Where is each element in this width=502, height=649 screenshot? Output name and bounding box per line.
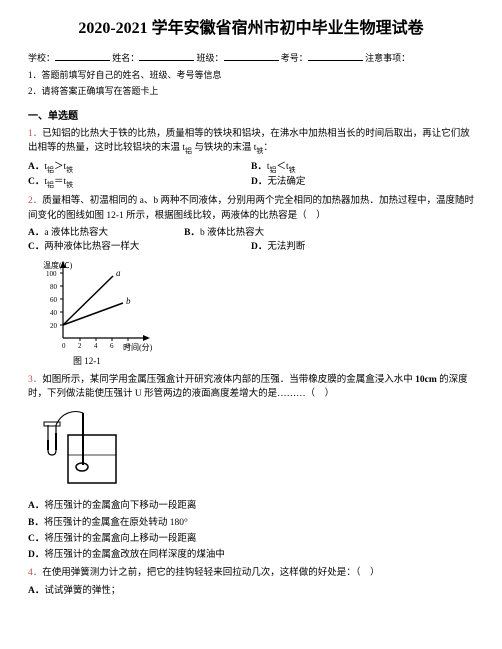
q1-sub1: 铝: [185, 147, 192, 155]
q1-opt-d: D．无法确定: [251, 175, 474, 190]
q2-opt-b: B．b 液体比热容大: [184, 226, 407, 240]
q4-text: 在使用弹簧测力计之前，把它的挂钩轻轻来回拉动几次，这样做的好处是：（ ）: [42, 568, 379, 578]
q2-opt-c: C．两种液体比热容一样大: [28, 240, 251, 254]
q3-text-a: 如图所示，某同学用金属压强盒计开研究液体内部的压强．当带橡皮膜的金属盒浸入水中: [42, 375, 413, 385]
chart-ylabel: 温度(℃): [43, 260, 73, 270]
chart-line-a: a: [116, 268, 121, 278]
q2-text: 质量相等、初温相同的 a、b 两种不同液体，分别用两个完全相同的加热器加热．加热…: [28, 196, 474, 220]
question-3: 3．如图所示，某同学用金属压强盒计开研究液体内部的压强．当带橡皮膜的金属盒浸入水…: [28, 373, 474, 402]
svg-text:4: 4: [94, 342, 98, 350]
q3-bold: 10cm: [415, 375, 437, 385]
q3-opt-a: A．将压强计的金属盒向下移动一段距离: [28, 499, 474, 513]
svg-text:40: 40: [50, 309, 58, 317]
svg-text:2: 2: [78, 342, 82, 350]
instruction-2: 2．请将答案正确填写在答题卡上: [28, 85, 474, 99]
q1-number: 1．: [28, 129, 42, 139]
q1-opt-a: A．t铝＞t铁: [28, 160, 251, 175]
name-label: 姓名：: [112, 53, 139, 63]
q4-number: 4．: [28, 568, 42, 578]
notes-label: 注意事项：: [365, 53, 410, 63]
q2-chart-caption: 图 12-1: [73, 355, 474, 369]
question-2: 2．质量相等、初温相同的 a、b 两种不同液体，分别用两个完全相同的加热器加热．…: [28, 194, 474, 223]
q2-number: 2．: [28, 196, 42, 206]
q4-options: A．试试弹簧的弹性；: [28, 584, 474, 598]
section-header: 一、单选题: [28, 109, 474, 124]
question-1: 1．已知铝的比热大于铁的比热，质量相等的铁块和铝块，在沸水中加热相当长的时间后取…: [28, 127, 474, 157]
q3-number: 3．: [28, 375, 42, 385]
q1-options: A．t铝＞t铁 B．t铝＜t铁 C．t铝＝t铁 D．无法确定: [28, 160, 474, 191]
q3-opt-d: D．将压强计的金属盒改放在同样深度的煤油中: [28, 548, 474, 562]
q1-text-b: 与铁块的末温 t: [192, 143, 256, 153]
svg-text:8: 8: [126, 342, 130, 350]
header-fields: 学校： 姓名： 班级： 考号： 注意事项：: [28, 52, 474, 66]
svg-text:60: 60: [50, 296, 58, 304]
q3-diagram: [38, 405, 138, 495]
q2-opt-d: D．无法判断: [251, 240, 474, 254]
q3-options: A．将压强计的金属盒向下移动一段距离 B．将压强计的金属盒在原处转动 180° …: [28, 499, 474, 562]
class-label: 班级：: [197, 53, 224, 63]
q1-text-c: ：: [263, 143, 273, 153]
q1-opt-c: C．t铝＝t铁: [28, 175, 251, 190]
school-label: 学校：: [28, 53, 55, 63]
q4-opt-a: A．试试弹簧的弹性；: [28, 584, 474, 598]
instruction-1: 1．答题前填写好自己的姓名、班级、考号等信息: [28, 69, 474, 83]
page-title: 2020-2021 学年安徽省宿州市初中毕业生物理试卷: [28, 18, 474, 40]
q3-opt-b: B．将压强计的金属盒在原处转动 180°: [28, 516, 474, 530]
q1-opt-b: B．t铝＜t铁: [251, 160, 474, 175]
chart-line-b: b: [126, 296, 131, 306]
svg-text:6: 6: [110, 342, 114, 350]
examno-label: 考号：: [281, 53, 308, 63]
svg-text:20: 20: [50, 322, 58, 330]
svg-text:100: 100: [46, 270, 57, 278]
q2-options-row1: A．a 液体比热容大 B．b 液体比热容大 C．两种液体比热容一样大 D．无法判…: [28, 226, 474, 255]
q2-chart: 温度(℃) 时间(分) 20 40 60 80 100 0 2 4 6 8 a …: [38, 258, 158, 353]
question-4: 4．在使用弹簧测力计之前，把它的挂钩轻轻来回拉动几次，这样做的好处是：（ ）: [28, 566, 474, 580]
q3-opt-c: C．将压强计的金属盒向上移动一段距离: [28, 532, 474, 546]
q2-opt-a: A．a 液体比热容大: [28, 226, 184, 240]
svg-text:0: 0: [62, 342, 66, 350]
svg-text:80: 80: [50, 283, 58, 291]
